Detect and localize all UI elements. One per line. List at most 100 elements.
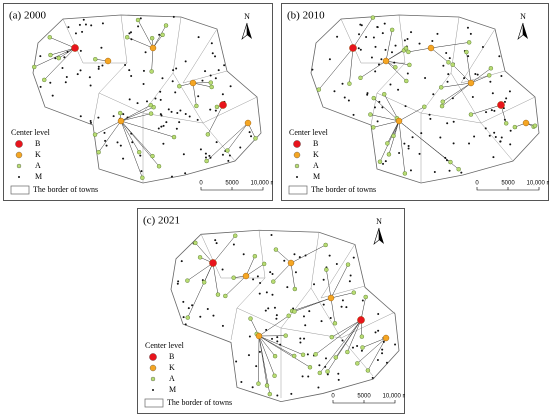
link-line [373, 97, 400, 122]
center-m [357, 47, 360, 50]
center-a [223, 293, 228, 299]
legend-symbol [15, 140, 23, 148]
center-m [302, 315, 305, 318]
center-m [333, 90, 336, 93]
center-a [448, 159, 453, 165]
center-m [154, 97, 157, 100]
legend-symbol [296, 176, 298, 178]
center-m [283, 259, 286, 262]
legend-border-symbol [144, 398, 164, 408]
link-line [120, 120, 175, 138]
center-m [428, 113, 431, 116]
center-a [389, 27, 395, 33]
center-m [197, 36, 200, 39]
link-line [98, 120, 122, 153]
link-line [120, 120, 160, 167]
center-a [466, 40, 472, 45]
center-a [93, 57, 98, 62]
center-m [404, 105, 407, 108]
center-m [255, 365, 258, 368]
center-m [377, 329, 380, 332]
legend-title: Center level [145, 341, 185, 350]
legend-label: A [313, 161, 319, 170]
center-m [403, 142, 406, 145]
center-a [368, 112, 373, 117]
panel-frame [137, 208, 405, 414]
town-border [182, 28, 228, 84]
center-a [271, 279, 276, 284]
center-a [92, 132, 98, 137]
link-line [94, 120, 122, 135]
center-m [290, 392, 293, 395]
center-m [446, 80, 449, 83]
center-a [439, 103, 445, 109]
center-m [376, 120, 379, 123]
link-line [318, 47, 354, 90]
center-m [484, 127, 487, 130]
center-a [177, 84, 182, 89]
center-m [196, 118, 199, 121]
center-m [372, 36, 375, 39]
legend-label: K [313, 150, 319, 159]
center-m [341, 299, 344, 302]
center-k [427, 44, 435, 52]
center-a [488, 66, 494, 71]
panel-title: (a) 2000 [9, 10, 46, 22]
center-m [131, 141, 134, 144]
center-m [130, 38, 133, 41]
link-line [326, 269, 332, 299]
center-m [352, 113, 355, 116]
center-a [371, 125, 376, 130]
link-line [315, 319, 362, 355]
center-m [74, 32, 77, 35]
center-m [341, 82, 344, 85]
center-a [185, 278, 190, 283]
center-m [208, 154, 211, 157]
center-a [359, 334, 365, 339]
link-line [441, 82, 472, 88]
center-m [494, 135, 497, 138]
center-a [233, 233, 238, 238]
center-m [509, 143, 512, 146]
link-line [258, 335, 311, 368]
link-line [258, 335, 260, 384]
center-m [500, 136, 503, 139]
center-m [358, 33, 361, 36]
center-m [361, 299, 364, 302]
link-line [120, 113, 152, 122]
center-m [485, 111, 488, 114]
center-b [357, 316, 365, 324]
center-m [209, 74, 212, 77]
center-m [481, 46, 484, 49]
center-m [206, 308, 209, 311]
center-k [522, 119, 530, 127]
center-m [252, 278, 255, 281]
link-line [258, 335, 276, 357]
center-a [231, 275, 236, 280]
town-border [92, 14, 128, 126]
center-a [456, 167, 461, 172]
center-m [294, 271, 297, 274]
link-line [330, 264, 349, 299]
center-a [382, 92, 387, 97]
center-m [448, 169, 451, 172]
center-m [158, 33, 161, 36]
center-b [219, 101, 227, 109]
center-m [407, 147, 410, 150]
center-m [126, 116, 129, 119]
center-m [180, 260, 183, 263]
link-line [441, 82, 472, 107]
center-m [170, 110, 173, 113]
link-line [273, 262, 292, 282]
center-m [142, 82, 145, 85]
center-m [320, 320, 323, 323]
center-m [382, 340, 385, 343]
center-m [411, 136, 414, 139]
center-m [505, 97, 508, 100]
center-a [185, 315, 190, 320]
center-m [78, 23, 81, 26]
center-m [140, 170, 143, 173]
center-k [395, 117, 403, 125]
center-m [390, 51, 393, 54]
